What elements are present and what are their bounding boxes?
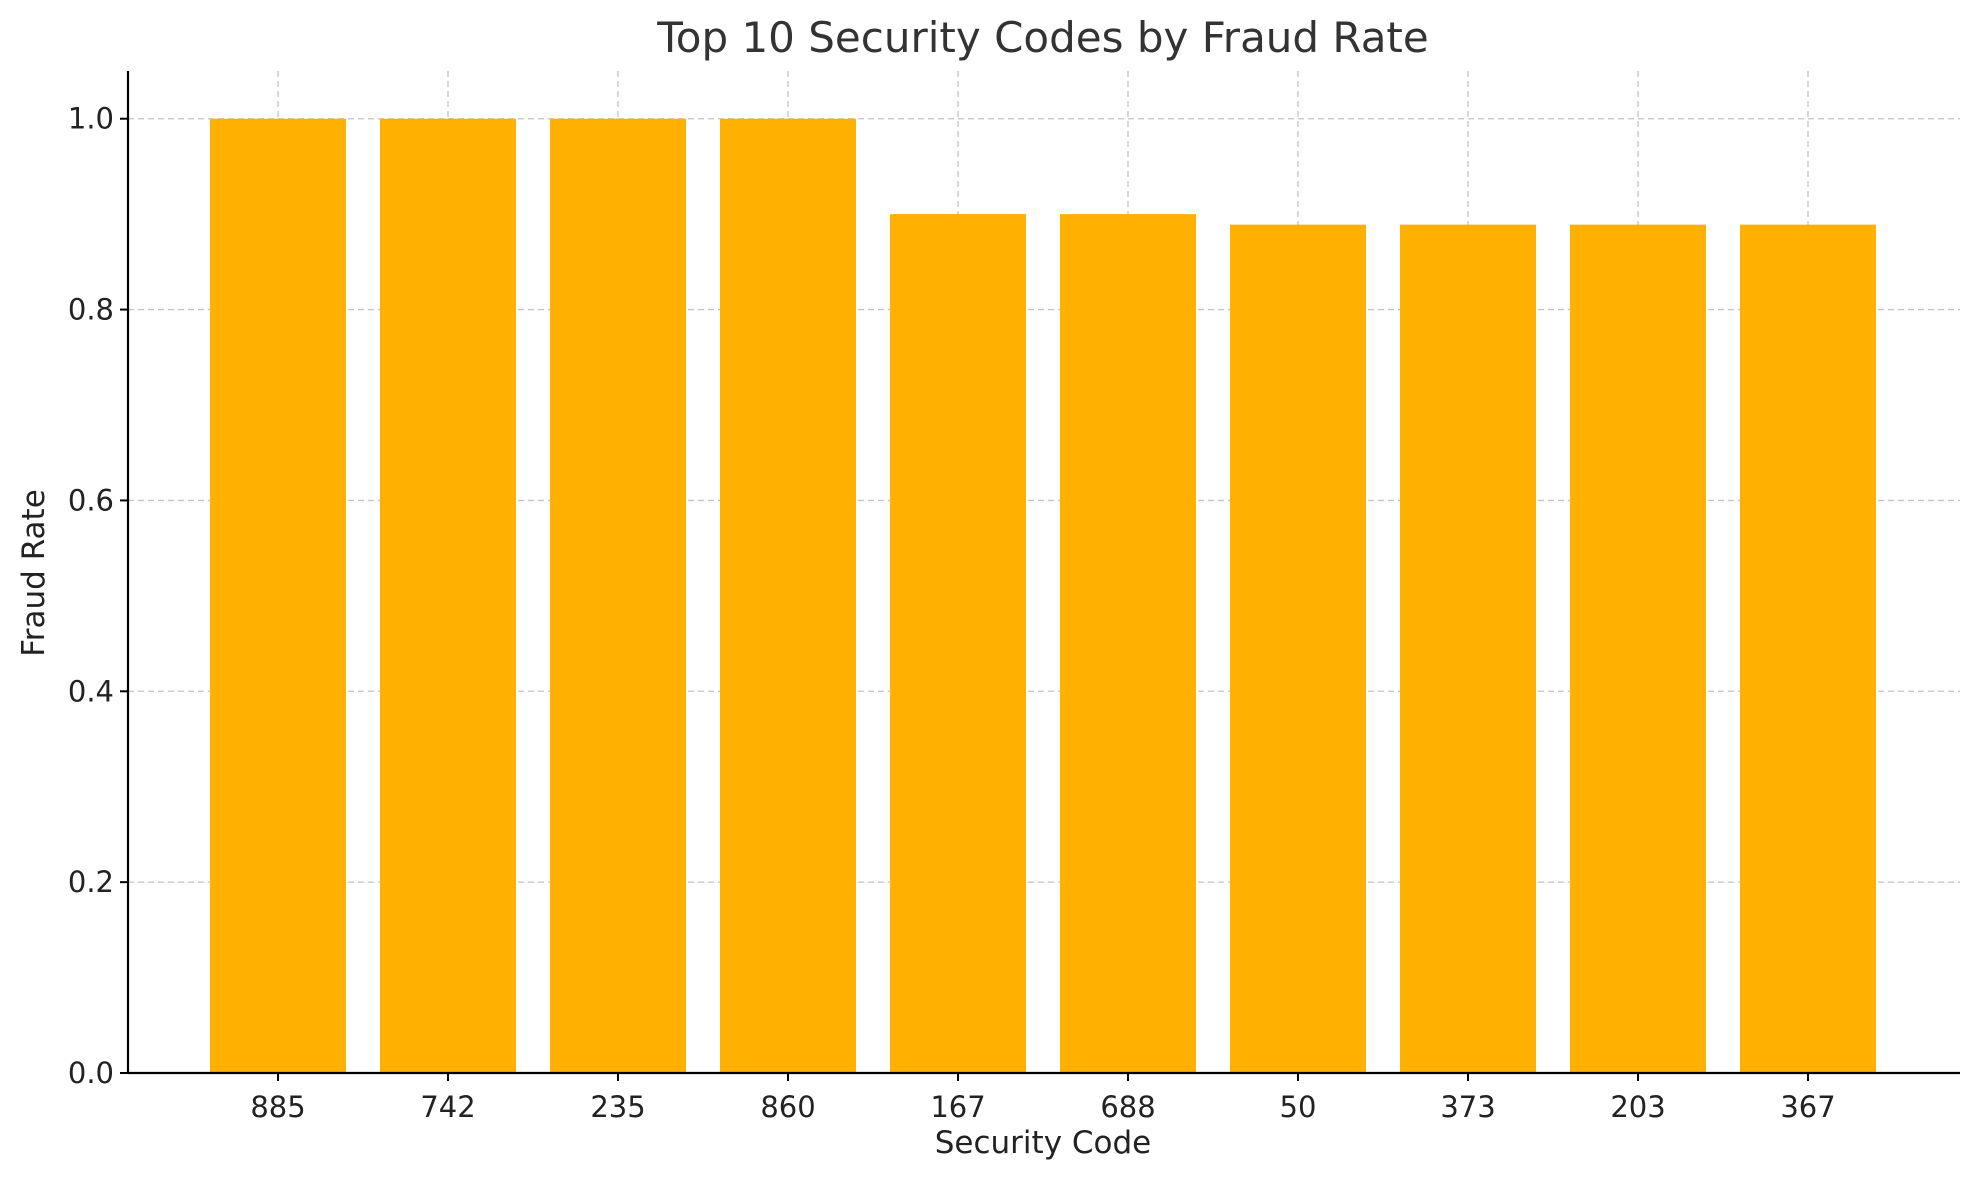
x-tick-label: 373 bbox=[1440, 1090, 1495, 1124]
bar-373 bbox=[1400, 224, 1536, 1073]
x-tick-label: 235 bbox=[590, 1090, 645, 1124]
axes bbox=[120, 71, 1960, 1081]
y-tick-label: 0.4 bbox=[68, 674, 114, 708]
bar-885 bbox=[210, 118, 346, 1073]
y-tick-label: 1.0 bbox=[68, 102, 114, 136]
bar-367 bbox=[1740, 224, 1876, 1073]
x-tick-label: 860 bbox=[760, 1090, 815, 1124]
y-tick-label: 0.6 bbox=[68, 483, 114, 517]
bar-688 bbox=[1060, 214, 1196, 1074]
x-tick-label: 50 bbox=[1280, 1090, 1317, 1124]
x-axis-label: Security Code bbox=[935, 1125, 1152, 1161]
y-tick-label: 0.2 bbox=[68, 865, 114, 899]
y-axis-label: Fraud Rate bbox=[16, 489, 52, 657]
bar-860 bbox=[720, 118, 856, 1073]
tick-labels: 0.0 0.2 0.4 0.6 0.8 1.0 885 742 235 860 167 688 50 37… bbox=[68, 102, 1836, 1124]
y-tick-label: 0.0 bbox=[68, 1056, 114, 1090]
x-tick-label: 885 bbox=[250, 1090, 305, 1124]
bar-167 bbox=[890, 214, 1026, 1074]
y-tick-label: 0.8 bbox=[68, 293, 114, 327]
x-tick-label: 203 bbox=[1610, 1090, 1665, 1124]
x-tick-label: 742 bbox=[420, 1090, 475, 1124]
bar-235 bbox=[550, 118, 686, 1073]
chart-title: Top 10 Security Codes by Fraud Rate bbox=[656, 13, 1429, 62]
bar-203 bbox=[1570, 224, 1706, 1073]
bar-742 bbox=[380, 118, 516, 1073]
x-tick-label: 688 bbox=[1100, 1090, 1155, 1124]
bar-50 bbox=[1230, 224, 1366, 1073]
x-tick-label: 367 bbox=[1780, 1090, 1835, 1124]
bars bbox=[210, 118, 1876, 1074]
x-tick-label: 167 bbox=[930, 1090, 985, 1124]
